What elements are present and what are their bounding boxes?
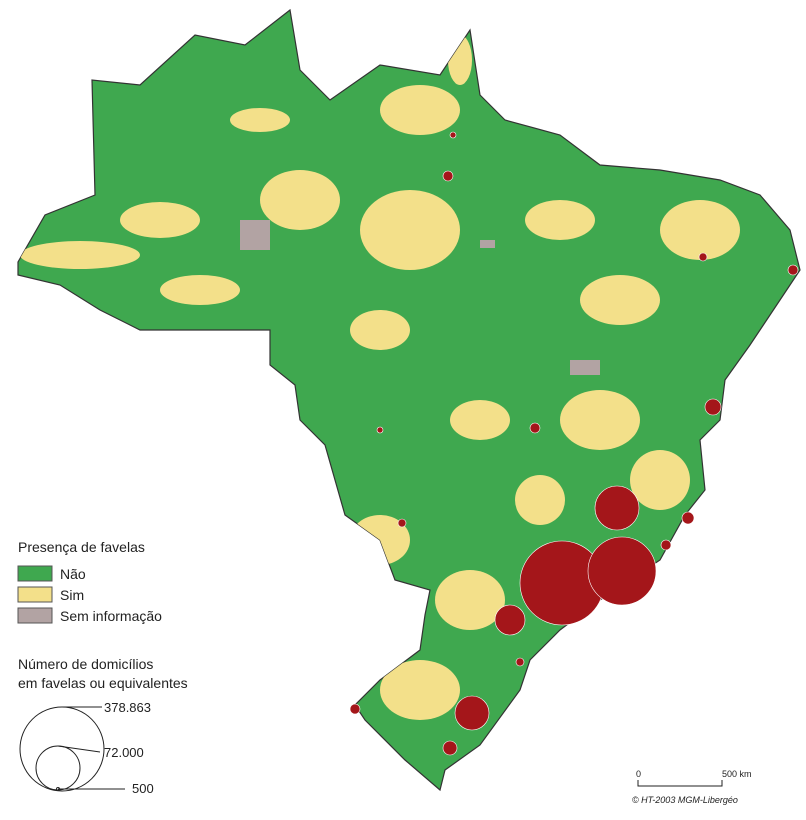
size-legend-circles [19,706,125,792]
legend-title: Presença de favelas [18,539,145,555]
legend-label: Sim [60,587,84,603]
scale-bar: 0 500 km [636,769,752,787]
no-information-areas [240,220,600,375]
size-value: 72.000 [104,745,144,760]
legend-swatch [17,586,53,603]
scale-end: 500 km [722,769,752,779]
size-value: 378.863 [104,700,151,715]
legend-swatch [17,607,53,624]
legend-label: Não [60,566,86,582]
brazil-map [17,8,801,792]
legend-label: Sem informação [60,608,162,624]
size-legend-title: em favelas ou equivalentes [18,675,188,691]
size-legend-title: Número de domicílios [18,656,153,672]
legend-swatch [17,565,53,582]
favela-household-circles [349,131,799,756]
size-value: 500 [132,781,154,796]
size-legend: Número de domicílios em favelas ou equiv… [18,656,188,796]
scale-start: 0 [636,769,641,779]
credit: © HT-2003 MGM-Libergéo [632,795,738,805]
presence-legend: Presença de favelas Não Sim Sem informação [17,539,162,624]
